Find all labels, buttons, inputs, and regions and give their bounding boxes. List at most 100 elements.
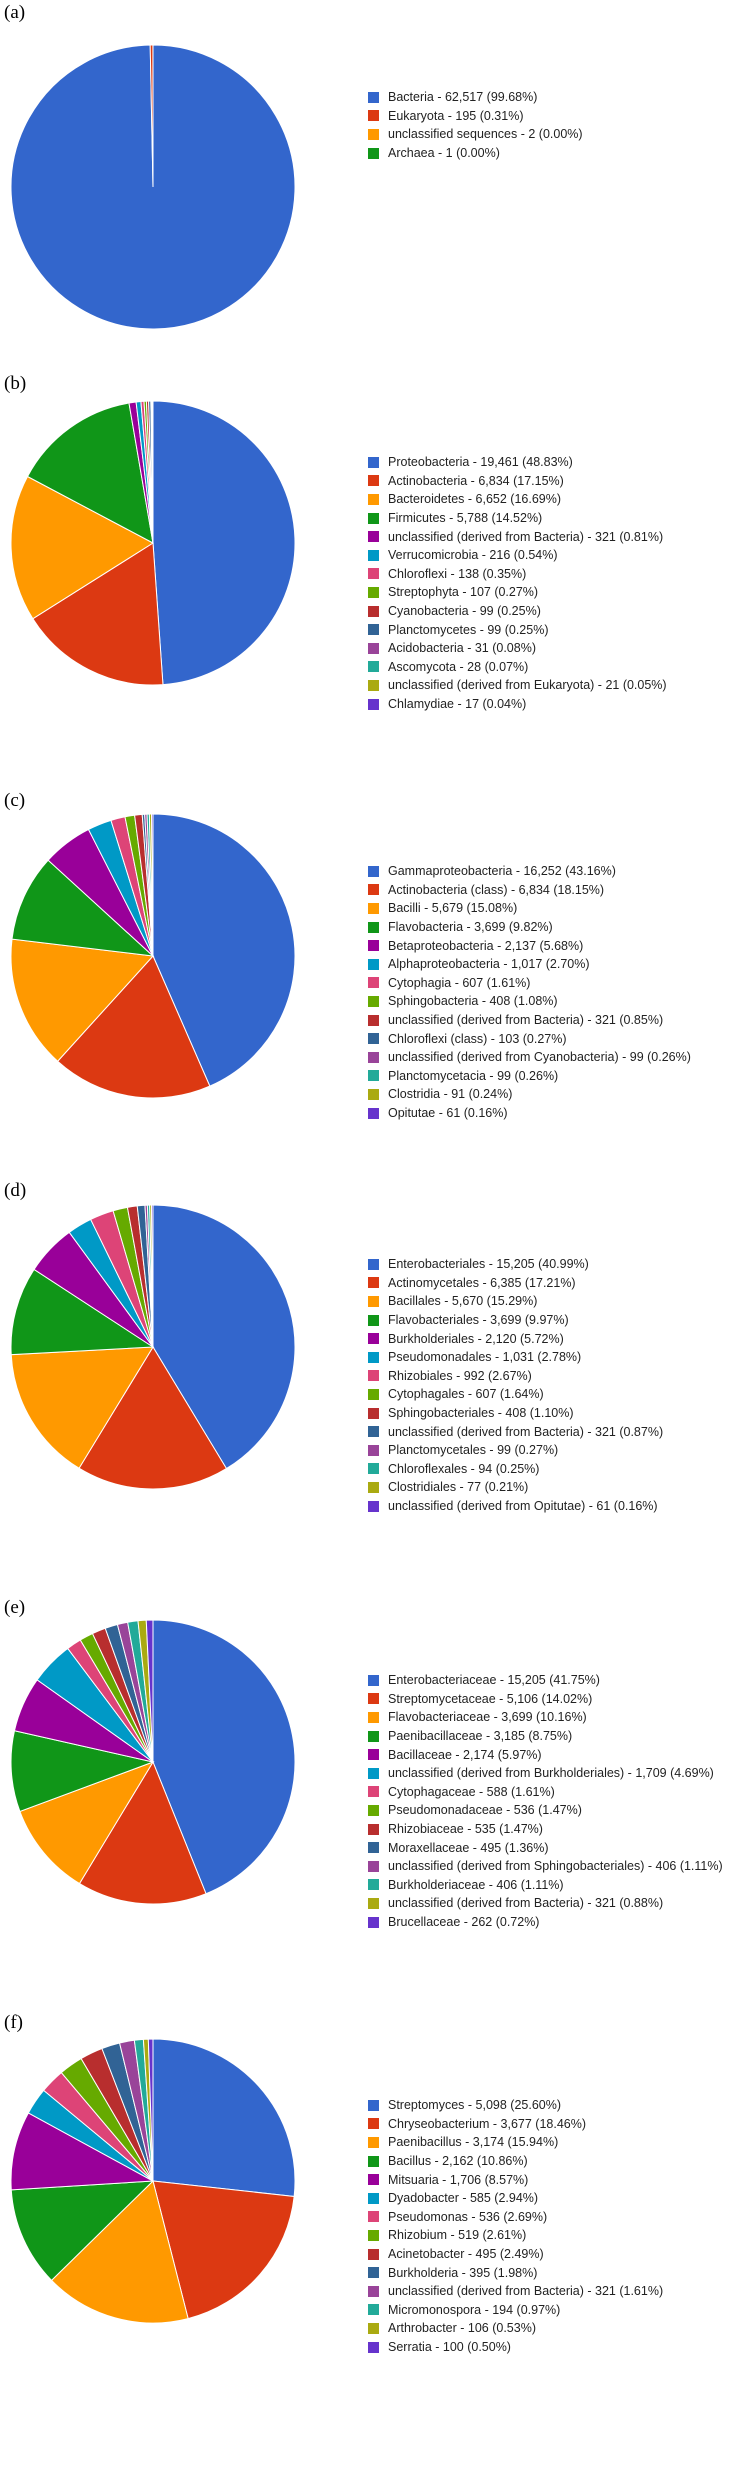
legend-swatch [368, 1481, 379, 1493]
legend-label: Bacillaceae - 2,174 (5.97%) [388, 1747, 542, 1762]
legend-swatch [368, 512, 379, 524]
legend-item: Gammaproteobacteria - 16,252 (43.16%) [368, 862, 740, 881]
legend-item: Planctomycetales - 99 (0.27%) [368, 1441, 740, 1460]
legend-swatch [368, 586, 379, 598]
panel-f: (f) Streptomyces - 5,098 (25.60%) Chryseo… [0, 2012, 740, 2478]
legend-item: unclassified (derived from Bacteria) - 3… [368, 1894, 740, 1913]
legend-item: Bacillus - 2,162 (10.86%) [368, 2152, 740, 2171]
legend-label: Enterobacteriaceae - 15,205 (41.75%) [388, 1673, 600, 1688]
legend-label: Eukaryota - 195 (0.31%) [388, 108, 524, 123]
legend-label: Pseudomonas - 536 (2.69%) [388, 2209, 548, 2224]
pie-slice-flavobacteriales [10, 1268, 155, 1356]
legend-label: Flavobacteriales - 3,699 (9.97%) [388, 1313, 569, 1328]
legend-label: unclassified (derived from Bacteria) - 3… [388, 2284, 664, 2299]
legend-label: unclassified (derived from Bacteria) - 3… [388, 1013, 664, 1028]
legend-label: Streptophyta - 107 (0.27%) [388, 585, 539, 600]
legend-label: Cytophagaceae - 588 (1.61%) [388, 1784, 555, 1799]
legend-swatch [368, 661, 379, 673]
legend-label: Pseudomonadaceae - 536 (1.47%) [388, 1803, 582, 1818]
pie-chart-d [10, 1204, 296, 1490]
legend-swatch [368, 995, 379, 1007]
legend-label: Flavobacteriaceae - 3,699 (10.16%) [388, 1710, 587, 1725]
legend-label: Actinobacteria (class) - 6,834 (18.15%) [388, 882, 605, 897]
legend-item: Rhizobiaceae - 535 (1.47%) [368, 1820, 740, 1839]
legend-item: Flavobacteriales - 3,699 (9.97%) [368, 1311, 740, 1330]
pie-chart-c [10, 813, 296, 1099]
legend-label: Brucellaceae - 262 (0.72%) [388, 1915, 540, 1930]
legend-label: Alphaproteobacteria - 1,017 (2.70%) [388, 957, 590, 972]
legend-label: Rhizobium - 519 (2.61%) [388, 2228, 527, 2243]
legend-swatch [368, 2174, 379, 2186]
legend-item: Acidobacteria - 31 (0.08%) [368, 639, 740, 658]
legend-label: Bacteria - 62,517 (99.68%) [388, 90, 538, 105]
legend-item: Proteobacteria - 19,461 (48.83%) [368, 453, 740, 472]
legend-label: unclassified (derived from Eukaryota) - … [388, 678, 667, 693]
legend-label: Flavobacteria - 3,699 (9.82%) [388, 920, 553, 935]
legend-label: Serratia - 100 (0.50%) [388, 2340, 511, 2355]
legend-swatch [368, 1860, 379, 1872]
legend-swatch [368, 1786, 379, 1798]
panel-label: (a) [4, 2, 26, 23]
legend-item: unclassified (derived from Opitutae) - 6… [368, 1497, 740, 1516]
legend-item: Betaproteobacteria - 2,137 (5.68%) [368, 936, 740, 955]
legend-label: unclassified (derived from Opitutae) - 6… [388, 1499, 658, 1514]
legend-swatch [368, 493, 379, 505]
legend-label: Acidobacteria - 31 (0.08%) [388, 641, 536, 656]
legend-label: Cytophagia - 607 (1.61%) [388, 975, 531, 990]
legend-swatch [368, 1314, 379, 1326]
legend-label: Rhizobiales - 992 (2.67%) [388, 1368, 532, 1383]
legend-item: Chryseobacterium - 3,677 (18.46%) [368, 2115, 740, 2134]
legend-swatch [368, 1333, 379, 1345]
legend-label: Planctomycetales - 99 (0.27%) [388, 1443, 559, 1458]
legend-swatch [368, 865, 379, 877]
legend-swatch [368, 2155, 379, 2167]
legend-item: unclassified (derived from Cyanobacteria… [368, 1048, 740, 1067]
legend-swatch [368, 2304, 379, 2316]
legend-label: Opitutae - 61 (0.16%) [388, 1106, 508, 1121]
legend-label: Actinomycetales - 6,385 (17.21%) [388, 1275, 576, 1290]
legend-swatch [368, 884, 379, 896]
legend-swatch [368, 2341, 379, 2353]
pie-chart-e [10, 1619, 296, 1905]
panel-label: (b) [4, 373, 27, 394]
legend-item: Rhizobium - 519 (2.61%) [368, 2226, 740, 2245]
legend-item: Sphingobacteria - 408 (1.08%) [368, 992, 740, 1011]
legend-label: Dyadobacter - 585 (2.94%) [388, 2191, 539, 2206]
panel-a: (a) Bacteria - 62,517 (99.68%) Eukaryota … [0, 2, 740, 372]
legend-swatch [368, 2248, 379, 2260]
legend-item: Micromonospora - 194 (0.97%) [368, 2301, 740, 2320]
pie-slice-firmicutes [26, 402, 154, 544]
pie-slice-bacillales [10, 1346, 154, 1469]
legend-label: Planctomycetacia - 99 (0.26%) [388, 1068, 559, 1083]
legend-label: Ascomycota - 28 (0.07%) [388, 659, 529, 674]
legend-item: Serratia - 100 (0.50%) [368, 2338, 740, 2357]
legend-swatch [368, 642, 379, 654]
panel-label: (e) [4, 1597, 26, 1618]
panel-label: (f) [4, 2012, 23, 2033]
legend-swatch [368, 1426, 379, 1438]
legend-item: unclassified (derived from Burkholderial… [368, 1764, 740, 1783]
legend-item: Actinomycetales - 6,385 (17.21%) [368, 1274, 740, 1293]
legend-item: Chlamydiae - 17 (0.04%) [368, 695, 740, 714]
legend-label: Cyanobacteria - 99 (0.25%) [388, 604, 541, 619]
legend-swatch [368, 1730, 379, 1742]
legend-label: Gammaproteobacteria - 16,252 (43.16%) [388, 864, 616, 879]
panel-c: (c) Gammaproteobacteria - 16,252 (43.16%… [0, 786, 740, 1186]
legend-label: Actinobacteria - 6,834 (17.15%) [388, 473, 564, 488]
pie-slice-streptomyces [152, 2038, 296, 2198]
legend-label: Arthrobacter - 106 (0.53%) [388, 2321, 536, 2336]
pie-slice-enterobacteriales [152, 1204, 296, 1470]
pie-slice-proteobacteria [152, 400, 296, 686]
legend-label: Planctomycetes - 99 (0.25%) [388, 622, 549, 637]
pie-chart-a [10, 44, 296, 330]
legend-item: Chloroflexi - 138 (0.35%) [368, 565, 740, 584]
legend-item: Cytophagaceae - 588 (1.61%) [368, 1783, 740, 1802]
pie-slice-bacteroidetes [10, 475, 154, 620]
pie-slice-paenibacillus [50, 2180, 189, 2324]
legend-a: Bacteria - 62,517 (99.68%) Eukaryota - 19… [368, 88, 740, 162]
legend-label: Chloroflexi - 138 (0.35%) [388, 566, 527, 581]
legend-item: Opitutae - 61 (0.16%) [368, 1104, 740, 1123]
legend-label: Chloroflexales - 94 (0.25%) [388, 1461, 540, 1476]
legend-swatch [368, 940, 379, 952]
legend-item: Brucellaceae - 262 (0.72%) [368, 1913, 740, 1932]
